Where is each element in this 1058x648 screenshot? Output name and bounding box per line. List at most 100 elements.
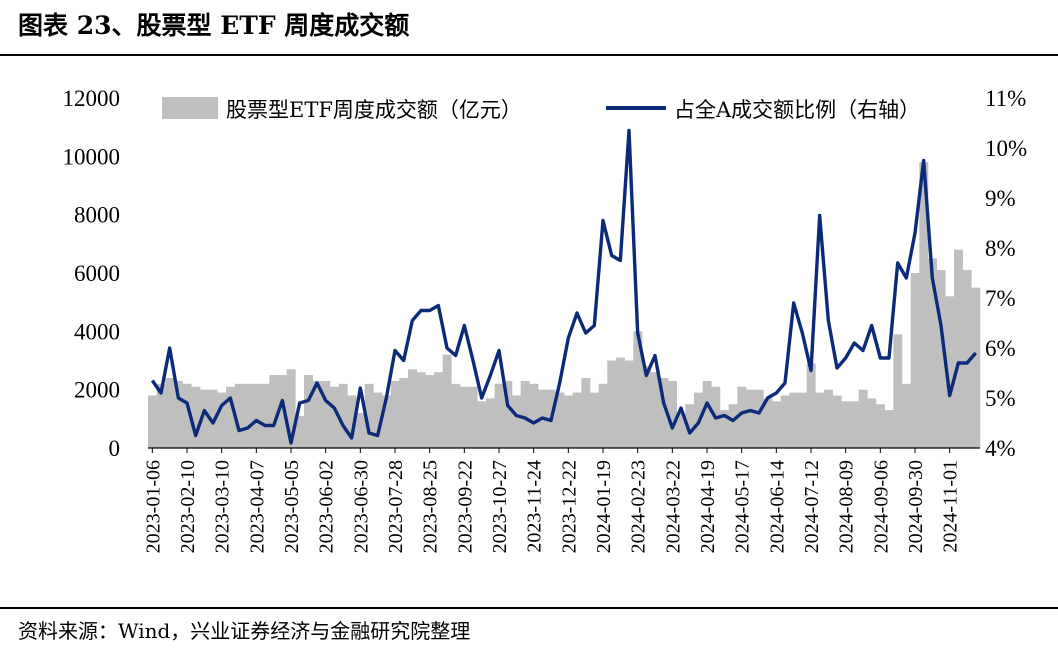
legend-line-label: 占全A成交额比例（右轴）: [674, 98, 920, 122]
bar: [564, 395, 573, 448]
bar: [910, 273, 920, 448]
y-right-tick-label: 6%: [985, 336, 1016, 361]
bar: [286, 369, 296, 448]
bar: [503, 380, 513, 448]
x-tick-label: 2024-03-22: [662, 460, 684, 553]
bar: [312, 380, 322, 448]
bar: [971, 287, 981, 448]
left-axis-ticks: 0 2000 4000 6000 8000 10000 12000: [63, 86, 121, 461]
x-tick-label: 2023-09-22: [454, 460, 476, 553]
bar: [347, 395, 357, 448]
x-tick-label: 2024-06-14: [766, 460, 788, 553]
bar: [850, 401, 859, 448]
bar: [165, 378, 175, 448]
bar: [486, 398, 495, 448]
x-tick-label: 2024-01-19: [593, 460, 615, 553]
x-tick-label: 2023-11-24: [524, 460, 546, 553]
bar: [754, 389, 764, 448]
bar: [590, 392, 599, 448]
x-tick-label: 2024-04-19: [697, 460, 719, 553]
x-tick-label: 2023-10-27: [489, 460, 511, 553]
y-left-tick-label: 6000: [74, 261, 120, 286]
bar: [954, 249, 963, 448]
bar: [815, 392, 825, 448]
bar: [555, 392, 565, 448]
bar: [373, 392, 383, 448]
bar: [867, 398, 877, 448]
x-tick-label: 2024-07-12: [801, 460, 823, 553]
bar: [572, 392, 582, 448]
bar: [520, 380, 530, 448]
bar: [607, 360, 617, 448]
bar: [642, 366, 651, 448]
bar: [390, 380, 400, 448]
bar: [182, 383, 192, 448]
bar: [278, 375, 287, 448]
bar: [737, 386, 747, 448]
bar: [780, 395, 790, 448]
bar: [442, 354, 452, 448]
bar: [945, 296, 955, 448]
bar: [382, 395, 391, 448]
y-right-tick-label: 8%: [985, 236, 1016, 261]
bar: [416, 372, 426, 448]
bar: [269, 375, 279, 448]
bar: [824, 389, 833, 448]
bar: [226, 386, 235, 448]
bar: [633, 331, 643, 448]
top-rule: [0, 54, 1058, 56]
bar: [529, 383, 539, 448]
bar: [434, 372, 443, 448]
x-tick-label: 2023-03-10: [212, 460, 234, 553]
bar: [668, 380, 677, 448]
bar: [616, 357, 625, 448]
x-tick-label: 2023-01-06: [142, 460, 164, 553]
ratio-line: [150, 128, 977, 445]
bar: [720, 410, 729, 448]
bar: [806, 363, 816, 448]
bar: [789, 392, 799, 448]
bar: [234, 383, 244, 448]
bar-series: [148, 162, 981, 449]
y-right-tick-label: 7%: [985, 286, 1016, 311]
y-left-tick-label: 12000: [63, 86, 121, 111]
bar: [304, 375, 313, 448]
bar: [902, 383, 911, 448]
bar: [763, 398, 773, 448]
bar: [928, 258, 937, 448]
x-tick-label: 2024-09-06: [870, 460, 892, 553]
bar: [919, 162, 929, 449]
y-left-tick-label: 2000: [74, 378, 120, 403]
x-tick-label: 2024-08-09: [836, 460, 858, 553]
bar: [243, 383, 253, 448]
line-series: [150, 128, 977, 445]
bar: [728, 404, 738, 448]
figure-title: 图表 23、股票型 ETF 周度成交额: [18, 11, 410, 40]
bar: [581, 378, 591, 448]
bar: [798, 392, 807, 448]
y-right-tick-label: 5%: [985, 386, 1016, 411]
x-tick-label: 2023-04-07: [246, 460, 268, 553]
bar: [494, 383, 504, 448]
bar: [148, 395, 157, 448]
x-tick-label: 2024-09-30: [905, 460, 927, 553]
bar: [858, 389, 868, 448]
x-tick-label: 2023-02-10: [177, 460, 199, 553]
y-right-tick-label: 11%: [985, 86, 1026, 111]
x-tick-label: 2024-11-01: [940, 460, 962, 553]
bar: [876, 404, 885, 448]
bar: [208, 389, 218, 448]
bar: [702, 380, 712, 448]
right-axis-ticks: 4% 5% 6% 7% 8% 9% 10% 11%: [985, 86, 1027, 461]
bottom-rule: [0, 607, 1058, 609]
bar: [477, 401, 487, 448]
bar: [191, 386, 201, 448]
bar: [884, 410, 894, 448]
y-left-tick-label: 10000: [63, 144, 121, 169]
bar: [676, 413, 686, 448]
x-axis-ticks: 2023-01-06 2023-02-10 2023-03-10 2023-04-07…: [142, 448, 962, 553]
bar: [460, 386, 469, 448]
x-tick-label: 2023-06-02: [316, 460, 338, 553]
bar: [425, 375, 435, 448]
figure-source: 资料来源：Wind，兴业证券经济与金融研究院整理: [18, 619, 471, 643]
